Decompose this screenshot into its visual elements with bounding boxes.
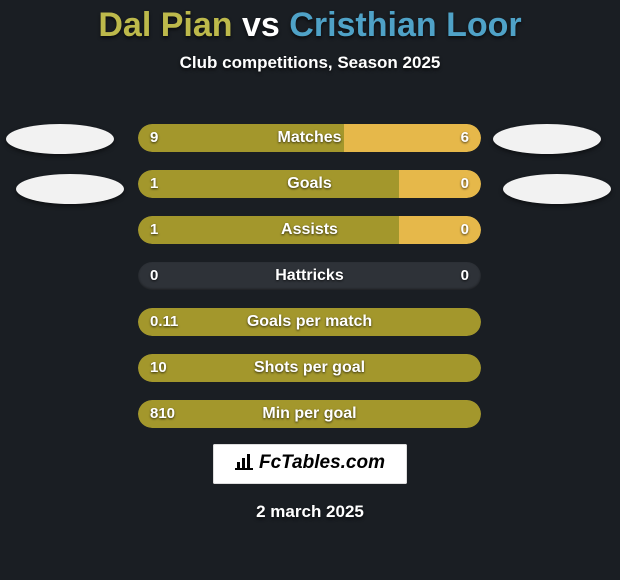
brand-badge: FcTables.com — [213, 444, 407, 484]
stat-value-right: 0 — [461, 216, 469, 244]
stat-row: 10Goals — [138, 170, 481, 198]
stat-bar-left — [138, 124, 344, 152]
team-badge-oval — [6, 124, 114, 154]
subtitle: Club competitions, Season 2025 — [0, 53, 620, 73]
stat-value-left: 10 — [150, 354, 167, 382]
stat-value-left: 810 — [150, 400, 175, 428]
stat-row: 96Matches — [138, 124, 481, 152]
stat-bar-left — [138, 216, 399, 244]
stat-row: 0.11Goals per match — [138, 308, 481, 336]
stat-row: 10Assists — [138, 216, 481, 244]
title-vs: vs — [242, 6, 280, 44]
title-player-right: Cristhian Loor — [289, 6, 521, 44]
page-title: Dal Pian vs Cristhian Loor — [0, 0, 620, 45]
stat-bar-left — [138, 400, 481, 428]
stat-bar-left — [138, 308, 481, 336]
comparison-chart: 96Matches10Goals10Assists00Hattricks0.11… — [138, 124, 481, 446]
team-badge-oval — [503, 174, 611, 204]
stat-row: 0 0Hattricks — [138, 262, 481, 290]
stat-bar-left — [138, 170, 399, 198]
stat-bar-left — [138, 354, 481, 382]
date-label: 2 march 2025 — [0, 502, 620, 522]
footer: FcTables.com 2 march 2025 — [0, 444, 620, 522]
stat-value-right: 0 — [461, 262, 469, 290]
team-badge-oval — [493, 124, 601, 154]
stat-value-right: 6 — [461, 124, 469, 152]
bar-chart-icon — [235, 454, 253, 476]
stat-label: Hattricks — [138, 262, 481, 290]
stat-value-left: 9 — [150, 124, 158, 152]
stat-value-left: 1 — [150, 216, 158, 244]
stat-value-right: 0 — [461, 170, 469, 198]
stat-row: 10Shots per goal — [138, 354, 481, 382]
stat-value-left: 0 — [150, 262, 158, 290]
stat-value-left: 1 — [150, 170, 158, 198]
stat-value-left: 0.11 — [150, 308, 178, 336]
title-player-left: Dal Pian — [98, 6, 232, 44]
stat-row: 810Min per goal — [138, 400, 481, 428]
team-badge-oval — [16, 174, 124, 204]
brand-text: FcTables.com — [259, 452, 385, 473]
